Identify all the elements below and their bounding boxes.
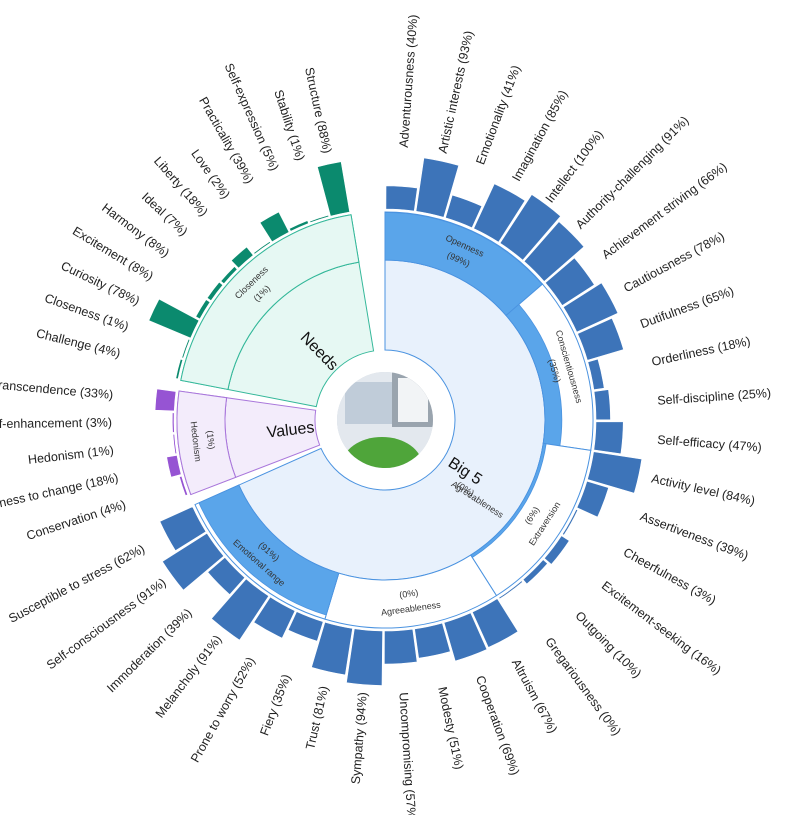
leaf-label-intellect: Intellect (100%) bbox=[543, 128, 606, 206]
leaf-bar-structure bbox=[317, 161, 350, 217]
leaf-bar-modesty bbox=[414, 622, 451, 659]
leaf-label-outgoing: Outgoing (10%) bbox=[573, 609, 645, 681]
leaf-bar-cooperation bbox=[443, 612, 488, 662]
facet-fill-closeness bbox=[180, 214, 360, 391]
leaf-label-structure: Structure (88%) bbox=[302, 66, 334, 155]
leaf-label-imagination: Imagination (85%) bbox=[509, 88, 570, 184]
group-label-values: Values bbox=[266, 419, 315, 441]
facet-fill-emotional-range bbox=[198, 484, 340, 616]
leaf-bar-melancholy bbox=[211, 578, 270, 641]
leaf-bar-sympathy bbox=[346, 628, 383, 686]
leaf-bar-practicality bbox=[259, 211, 290, 243]
leaf-bar-self-efficacy bbox=[593, 421, 624, 455]
facet-value-agreeableness: (0%) bbox=[399, 588, 419, 600]
leaf-bar-self-enhancement bbox=[171, 412, 175, 433]
leaf-label-orderliness: Orderliness (18%) bbox=[650, 334, 751, 369]
leaf-bar-hedonism bbox=[172, 433, 178, 455]
leaf-bar-susceptible-to-stress bbox=[159, 506, 207, 552]
leaf-label-self-enhancement: Self-enhancement (3%) bbox=[0, 416, 112, 432]
leaf-label-self-efficacy: Self-efficacy (47%) bbox=[657, 433, 762, 455]
leaf-bar-self-consciousness bbox=[161, 532, 225, 591]
leaf-bar-openness-to-change bbox=[166, 455, 182, 478]
leaf-bar-prone-to-worry bbox=[253, 596, 296, 639]
leaf-bar-stability bbox=[309, 214, 330, 224]
leaf-label-authority-challenging: Authority-challenging (91%) bbox=[573, 113, 692, 231]
leaf-bar-cautiousness bbox=[562, 282, 619, 333]
leaf-label-cheerfulness: Cheerfulness (3%) bbox=[621, 545, 718, 607]
leaf-bar-gregariousness bbox=[498, 580, 524, 600]
leaf-bars bbox=[148, 157, 643, 686]
leaf-label-trust: Trust (81%) bbox=[303, 685, 331, 751]
leaf-bar-assertiveness bbox=[576, 480, 609, 518]
leaf-bar-altruism bbox=[471, 598, 519, 648]
leaf-bar-emotionality bbox=[445, 194, 483, 229]
leaf-bar-imagination bbox=[473, 183, 526, 243]
leaf-bar-conservation bbox=[179, 475, 189, 496]
leaf-bar-immoderation bbox=[207, 557, 246, 595]
leaf-bar-ideal bbox=[220, 266, 238, 285]
leaf-bar-authority-challenging bbox=[523, 221, 585, 282]
leaf-label-uncompromising: Uncompromising (57%) bbox=[396, 692, 418, 815]
leaf-bar-liberty bbox=[230, 246, 254, 269]
leaf-bar-adventurousness bbox=[385, 185, 418, 212]
leaf-bar-fiery bbox=[287, 611, 324, 642]
leaf-label-conservation: Conservation (4%) bbox=[25, 497, 128, 542]
leaf-label-activity-level: Activity level (84%) bbox=[650, 472, 756, 509]
leaf-label-emotionality: Emotionality (41%) bbox=[473, 63, 523, 166]
leaf-label-stability: Stability (1%) bbox=[271, 88, 307, 162]
leaf-label-challenge: Challenge (4%) bbox=[35, 326, 122, 360]
leaf-label-adventurousness: Adventurousness (40%) bbox=[397, 14, 421, 148]
leaf-bar-closeness bbox=[181, 338, 191, 359]
leaf-label-hedonism: Hedonism (1%) bbox=[27, 443, 114, 467]
leaf-label-assertiveness: Assertiveness (39%) bbox=[638, 509, 750, 563]
leaf-bar-harmony bbox=[206, 281, 224, 302]
leaf-label-altruism: Altruism (67%) bbox=[509, 657, 560, 736]
leaf-label-self-transcendence: Self-transcendence (33%) bbox=[0, 375, 114, 402]
leaf-label-modesty: Modesty (51%) bbox=[435, 686, 466, 771]
leaf-bar-artistic-interests bbox=[415, 157, 460, 218]
leaf-bar-intellect bbox=[499, 194, 562, 261]
leaf-bar-achievement-striving bbox=[544, 257, 595, 306]
leaf-bar-uncompromising bbox=[384, 628, 418, 665]
leaf-bar-curiosity bbox=[148, 298, 200, 339]
leaf-label-self-discipline: Self-discipline (25%) bbox=[657, 386, 772, 408]
leaf-bar-outgoing bbox=[522, 559, 548, 585]
leaf-bar-dutifulness bbox=[577, 317, 624, 361]
leaf-bar-love bbox=[253, 241, 271, 255]
facet-ring: Openness(99%)Conscientiousness(35%)Extra… bbox=[176, 211, 594, 629]
facet-fill-hedonism bbox=[176, 390, 237, 496]
facet-value-hedonism: (1%) bbox=[205, 430, 217, 450]
leaf-label-sympathy: Sympathy (94%) bbox=[349, 692, 370, 785]
leaf-bar-challenge bbox=[175, 358, 184, 380]
leaf-bar-excitement-seeking bbox=[543, 535, 570, 565]
leaf-bar-activity-level bbox=[587, 451, 643, 494]
facet-label-hedonism: Hedonism bbox=[189, 421, 204, 462]
leaf-label-dutifulness: Dutifulness (65%) bbox=[638, 284, 735, 331]
profile-photo-icon bbox=[337, 372, 433, 468]
leaf-bar-self-expression bbox=[288, 220, 309, 232]
leaf-label-artistic-interests: Artistic interests (93%) bbox=[436, 29, 476, 154]
leaf-bar-orderliness bbox=[587, 358, 605, 391]
leaf-label-fiery: Fiery (35%) bbox=[257, 672, 293, 737]
leaf-bar-cheerfulness bbox=[562, 508, 579, 536]
leaf-bar-trust bbox=[311, 621, 353, 676]
leaf-bar-self-transcendence bbox=[154, 388, 177, 412]
leaf-label-cooperation: Cooperation (69%) bbox=[473, 674, 522, 777]
leaf-bar-excitement bbox=[195, 299, 211, 320]
leaf-bar-self-discipline bbox=[593, 389, 611, 421]
